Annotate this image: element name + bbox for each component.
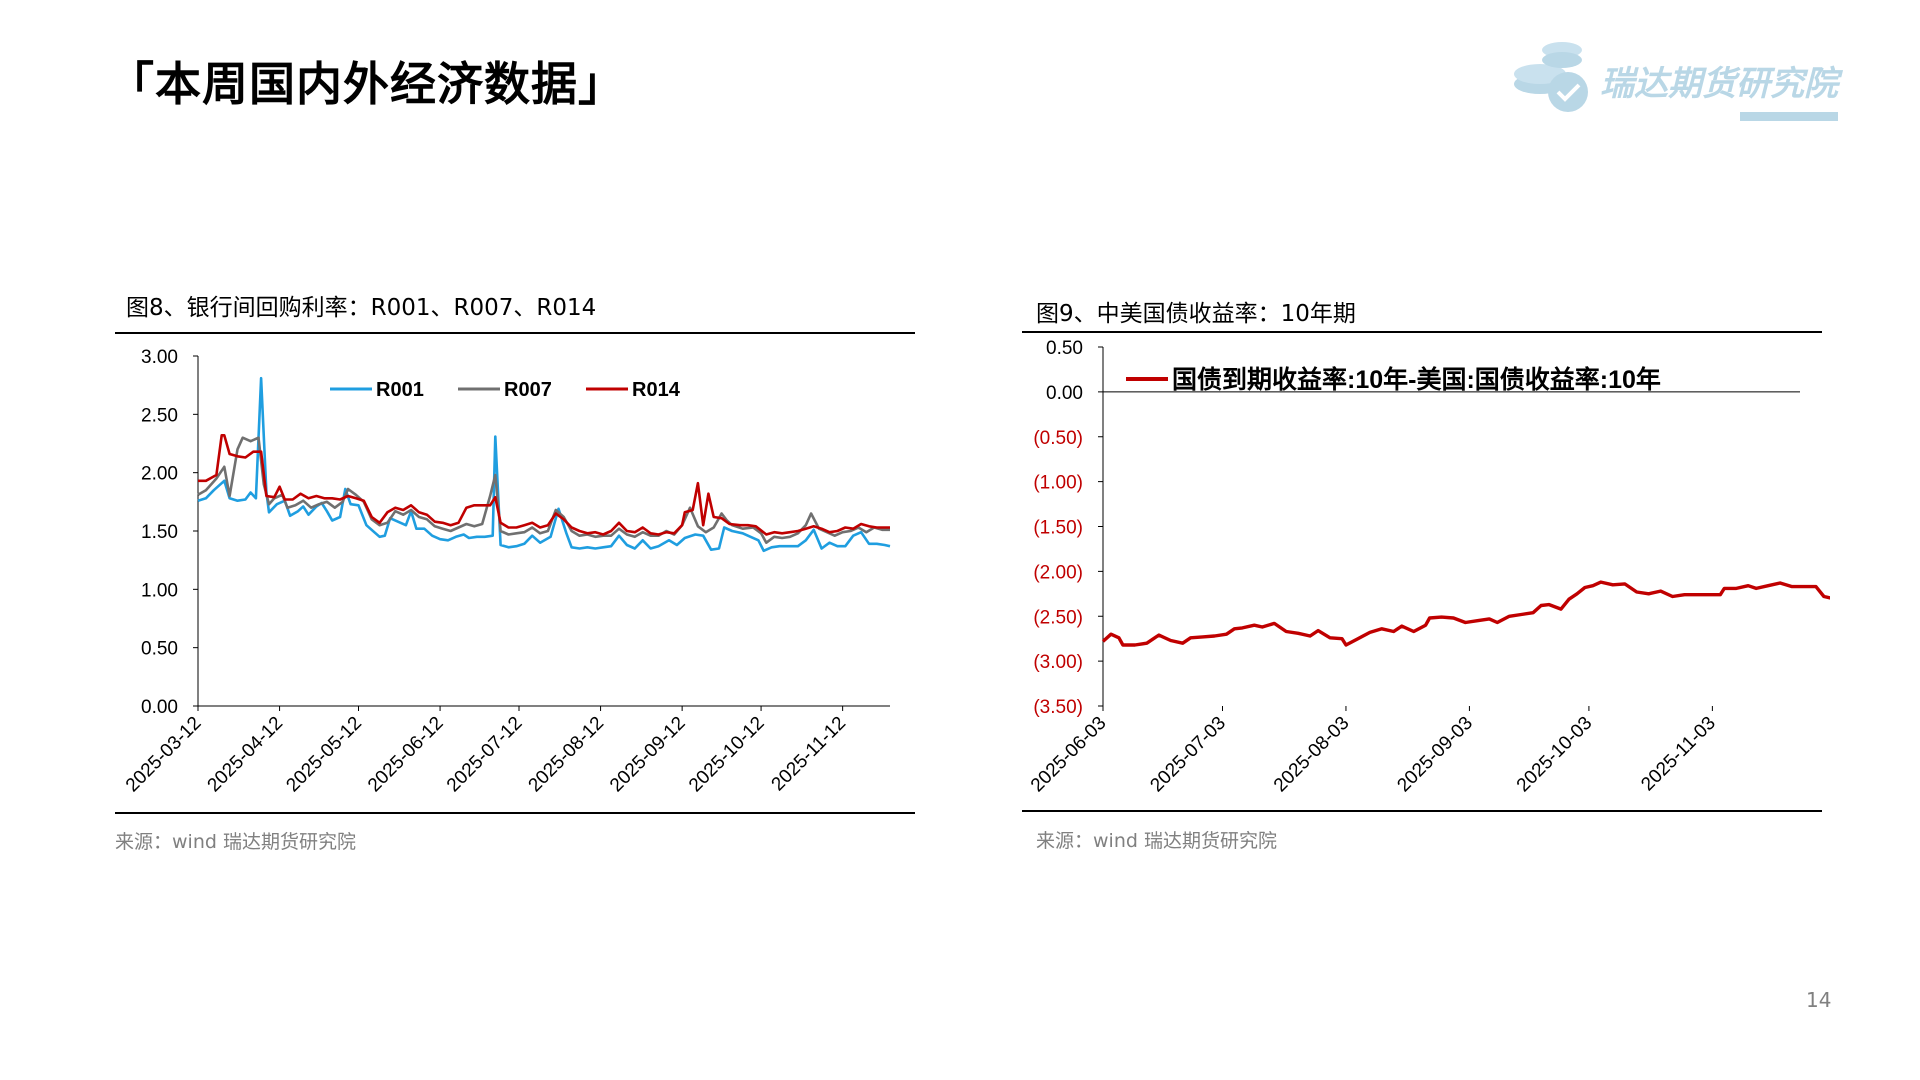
x-tick-label: 2025-09-03 <box>1393 713 1477 797</box>
logo-bar <box>1740 112 1838 121</box>
legend-label-R014: R014 <box>632 379 681 401</box>
legend-label-R007: R007 <box>504 379 552 401</box>
x-tick-label: 2025-03-12 <box>122 713 206 797</box>
coins-icon <box>1514 42 1588 112</box>
x-tick-label: 2025-08-12 <box>525 713 609 797</box>
figure-8-title: 图8、银行间回购利率：R001、R007、R014 <box>126 295 597 321</box>
x-tick-label: 2025-09-12 <box>606 713 690 797</box>
bond-yield-spread-chart: 0.50 0.00 (0.50) (1.00) (1.50) (2.00) (2.50) (3… <box>1027 338 1830 797</box>
x-tick-label: 2025-07-03 <box>1146 713 1230 797</box>
figure-9-title: 图9、中美国债收益率：10年期 <box>1036 301 1356 327</box>
figure-9-source: 来源：wind 瑞达期货研究院 <box>1036 830 1277 852</box>
y-tick-label: (2.00) <box>1033 562 1083 583</box>
x-tick-label: 2025-11-03 <box>1637 713 1720 796</box>
legend-label-国债到期收益率:10年-美国:国债收益率:10年: 国债到期收益率:10年-美国:国债收益率:10年 <box>1172 365 1661 394</box>
y-tick-label: 0.50 <box>141 639 178 660</box>
repo-rate-chart: 0.000.501.001.502.002.503.002025-03-1220… <box>122 347 891 797</box>
y-tick-label: 1.00 <box>141 580 178 601</box>
page-number: 14 <box>1806 988 1832 1012</box>
y-tick-label: 0.00 <box>141 697 178 718</box>
figure-8-bottom-rule <box>115 812 915 814</box>
y-tick-label: (3.50) <box>1033 697 1083 718</box>
company-logo: 瑞达期货研究院 <box>1500 36 1840 126</box>
y-tick-label: (0.50) <box>1033 428 1083 449</box>
y-tick-label: 0.00 <box>1046 383 1083 404</box>
y-tick-label: 0.50 <box>1046 338 1083 359</box>
figure-9-bottom-rule <box>1022 810 1822 812</box>
figure-8-source: 来源：wind 瑞达期货研究院 <box>115 831 356 853</box>
y-tick-label: 3.00 <box>141 347 178 368</box>
series-line-R014 <box>198 434 890 536</box>
series-line-国债到期收益率:10年-美国:国债收益率:10年 <box>1101 580 1830 647</box>
x-tick-label: 2025-10-12 <box>685 713 769 797</box>
x-tick-label: 2025-10-03 <box>1513 713 1597 797</box>
y-tick-label: (2.50) <box>1033 607 1083 628</box>
series-line-R007 <box>197 436 890 544</box>
figure-9-top-rule <box>1022 331 1822 333</box>
page-title: 「本周国内外经济数据」 <box>108 57 625 111</box>
x-tick-label: 2025-05-12 <box>282 713 366 797</box>
figure-8-top-rule <box>115 332 915 334</box>
x-tick-label: 2025-04-12 <box>204 713 288 797</box>
y-tick-label: (1.50) <box>1033 518 1083 539</box>
x-tick-label: 2025-07-12 <box>443 713 527 797</box>
x-tick-label: 2025-06-03 <box>1027 713 1111 797</box>
x-tick-label: 2025-08-03 <box>1270 713 1354 797</box>
y-tick-label: 2.00 <box>141 464 178 485</box>
y-tick-label: (3.00) <box>1033 652 1083 673</box>
y-tick-label: 1.50 <box>141 522 178 543</box>
y-tick-label: (1.00) <box>1033 473 1083 494</box>
x-tick-label: 2025-11-12 <box>768 713 851 796</box>
logo-text: 瑞达期货研究院 <box>1600 64 1838 104</box>
legend-label-R001: R001 <box>376 379 424 401</box>
series-line-R001 <box>197 376 891 553</box>
x-tick-label: 2025-06-12 <box>364 713 448 797</box>
y-tick-label: 2.50 <box>141 405 178 426</box>
